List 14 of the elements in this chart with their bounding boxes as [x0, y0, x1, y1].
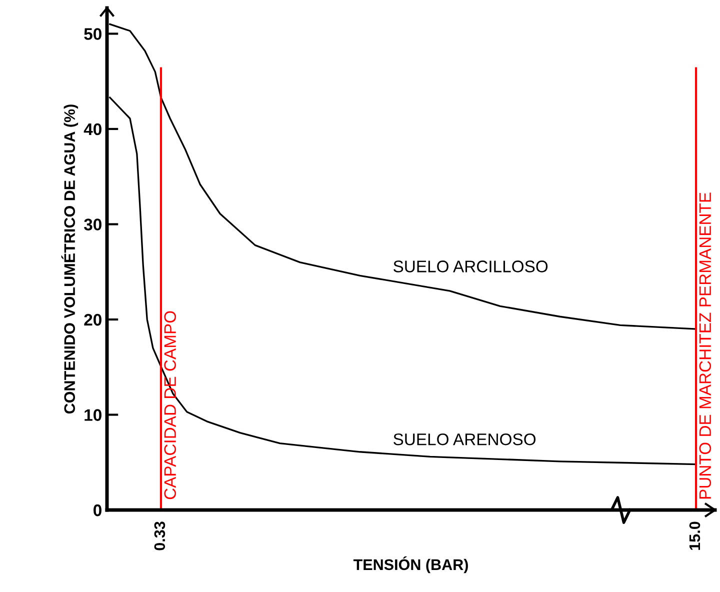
y-axis-title: CONTENIDO VOLUMÉTRICO DE AGUA (%)	[61, 104, 78, 414]
x-tick-label: 15.0	[689, 522, 700, 550]
ref-line-label: PUNTO DE MARCHITEZ PERMANENTE	[699, 192, 712, 499]
series-label: SUELO ARCILLOSO	[394, 260, 548, 272]
x-axis-title: TENSIÓN (BAR)	[353, 556, 468, 574]
y-tick-label: 10	[84, 409, 102, 421]
y-tick-label: 40	[84, 123, 102, 136]
y-tick-label: 20	[84, 314, 102, 326]
series-label: SUELO ARENOSO	[394, 433, 536, 446]
y-tick-label: 30	[84, 218, 102, 230]
y-tick-label: 0	[94, 504, 102, 516]
y-tick-label: 50	[84, 28, 102, 40]
x-tick-label: 0.33	[154, 522, 166, 550]
ref-line-label: CAPACIDAD DE CAMPO	[164, 311, 176, 500]
